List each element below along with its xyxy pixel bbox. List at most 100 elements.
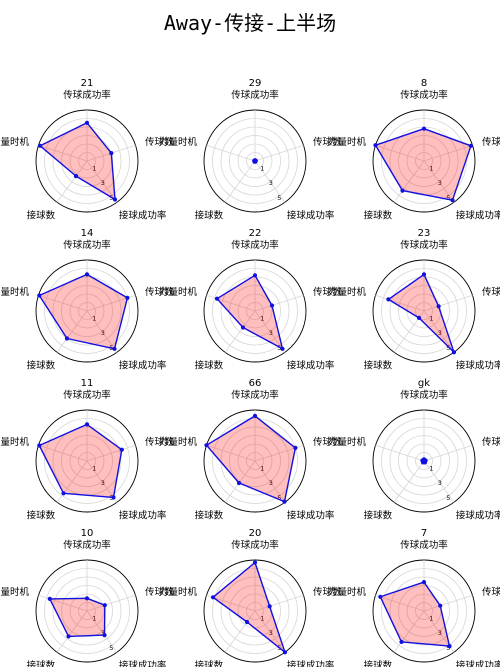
- axis-label: 力量时机: [0, 286, 29, 298]
- grid-spoke: [86, 594, 136, 612]
- axis-label: 力量时机: [0, 586, 29, 598]
- data-point: [84, 120, 90, 125]
- tick-label: 1: [92, 164, 96, 172]
- tick-label: 3: [101, 329, 105, 337]
- axis-label: 接球成功率: [119, 359, 167, 371]
- axis-label: 接球成功率: [287, 659, 335, 667]
- data-point: [111, 495, 116, 500]
- data-point: [73, 174, 79, 179]
- axis-label: 接球数: [27, 209, 56, 221]
- data-point: [244, 619, 250, 625]
- data-point: [451, 350, 457, 355]
- tick-label: 1: [92, 314, 96, 322]
- axis-label: 传球成功率: [400, 89, 448, 101]
- data-point: [66, 634, 71, 639]
- data-point: [252, 413, 258, 418]
- radar-panels: 135传球成功率传球数接球成功率接球数力量时机21135传球成功率传球数接球成功…: [0, 78, 500, 667]
- data-point: [373, 143, 378, 148]
- series-polygon: [38, 273, 129, 350]
- data-point: [125, 295, 130, 300]
- axis-label: 接球数: [364, 209, 393, 221]
- grid-spoke: [423, 460, 455, 503]
- tick-label: 1: [260, 164, 264, 172]
- tick-label: 5: [277, 494, 281, 502]
- series-polygon: [387, 273, 455, 353]
- tick-label: 5: [277, 194, 281, 202]
- axis-label: 接球成功率: [456, 509, 500, 521]
- series-polygon: [379, 581, 451, 647]
- panel-title: 11: [81, 378, 94, 389]
- data-point: [84, 422, 90, 427]
- axis-label: 传球成功率: [231, 539, 279, 551]
- data-point: [252, 560, 258, 565]
- axis-label: 传球数: [313, 286, 342, 298]
- axis-label: 接球数: [195, 209, 224, 221]
- tick-label: 3: [438, 629, 442, 637]
- radar-panel-14: 135传球成功率传球数接球成功率接球数力量时机14: [0, 228, 174, 371]
- tick-label: 3: [269, 629, 273, 637]
- grid-spoke: [86, 310, 118, 353]
- axis-label: 传球成功率: [63, 389, 111, 401]
- axis-label: 力量时机: [159, 586, 198, 598]
- grid-spoke: [56, 310, 88, 353]
- axis-label: 力量时机: [0, 136, 29, 148]
- data-point: [468, 143, 473, 148]
- axis-label: 接球数: [27, 359, 56, 371]
- data-point: [210, 595, 216, 600]
- data-point: [112, 197, 118, 202]
- axis-label: 接球数: [195, 659, 224, 667]
- tick-label: 5: [446, 494, 450, 502]
- data-point: [64, 336, 70, 341]
- data-point: [420, 458, 425, 463]
- data-point: [102, 633, 107, 638]
- series-polygon: [49, 597, 106, 638]
- grid-spoke: [224, 310, 256, 353]
- axis-label: 接球数: [27, 509, 56, 521]
- axis-label: 力量时机: [159, 286, 198, 298]
- data-point: [37, 443, 42, 448]
- axis-label: 传球数: [313, 136, 342, 148]
- data-point: [421, 580, 427, 585]
- data-point: [61, 491, 66, 496]
- axis-label: 力量时机: [328, 136, 367, 148]
- axis-label: 传球成功率: [400, 389, 448, 401]
- data-point: [38, 143, 43, 148]
- grid-spoke: [423, 444, 473, 462]
- axis-label: 传球数: [145, 586, 174, 598]
- grid-spoke: [38, 594, 88, 612]
- tick-label: 1: [260, 314, 264, 322]
- axis-label: 传球数: [482, 586, 500, 598]
- axis-label: 接球成功率: [456, 359, 500, 371]
- axis-label: 传球数: [313, 586, 342, 598]
- panel-title: 29: [249, 78, 262, 89]
- axis-label: 接球成功率: [287, 359, 335, 371]
- grid-spoke: [254, 460, 286, 503]
- axis-label: 接球成功率: [456, 659, 500, 667]
- tick-label: 3: [101, 629, 105, 637]
- axis-label: 传球成功率: [63, 239, 111, 251]
- axis-label: 传球成功率: [231, 89, 279, 101]
- panel-title: 21: [81, 78, 94, 89]
- grid-spoke: [86, 460, 118, 503]
- radar-panel-7: 135传球成功率传球数接球成功率接球数力量时机7: [328, 528, 500, 667]
- tick-label: 5: [446, 194, 450, 202]
- axis-label: 接球成功率: [119, 659, 167, 667]
- grid-spoke: [86, 160, 118, 203]
- grid-spoke: [423, 310, 455, 353]
- data-point: [84, 272, 90, 277]
- grid-spoke: [254, 294, 304, 312]
- axis-label: 传球成功率: [231, 239, 279, 251]
- data-point: [282, 650, 288, 655]
- data-point: [421, 126, 427, 131]
- axis-label: 接球成功率: [287, 509, 335, 521]
- axis-label: 传球成功率: [231, 389, 279, 401]
- grid-spoke: [423, 294, 473, 312]
- axis-label: 传球数: [482, 286, 500, 298]
- tick-label: 1: [260, 464, 264, 472]
- data-point: [269, 303, 275, 308]
- grid-spoke: [224, 610, 256, 653]
- tick-label: 3: [438, 329, 442, 337]
- radar-panel-22: 135传球成功率传球数接球成功率接球数力量时机22: [159, 228, 342, 371]
